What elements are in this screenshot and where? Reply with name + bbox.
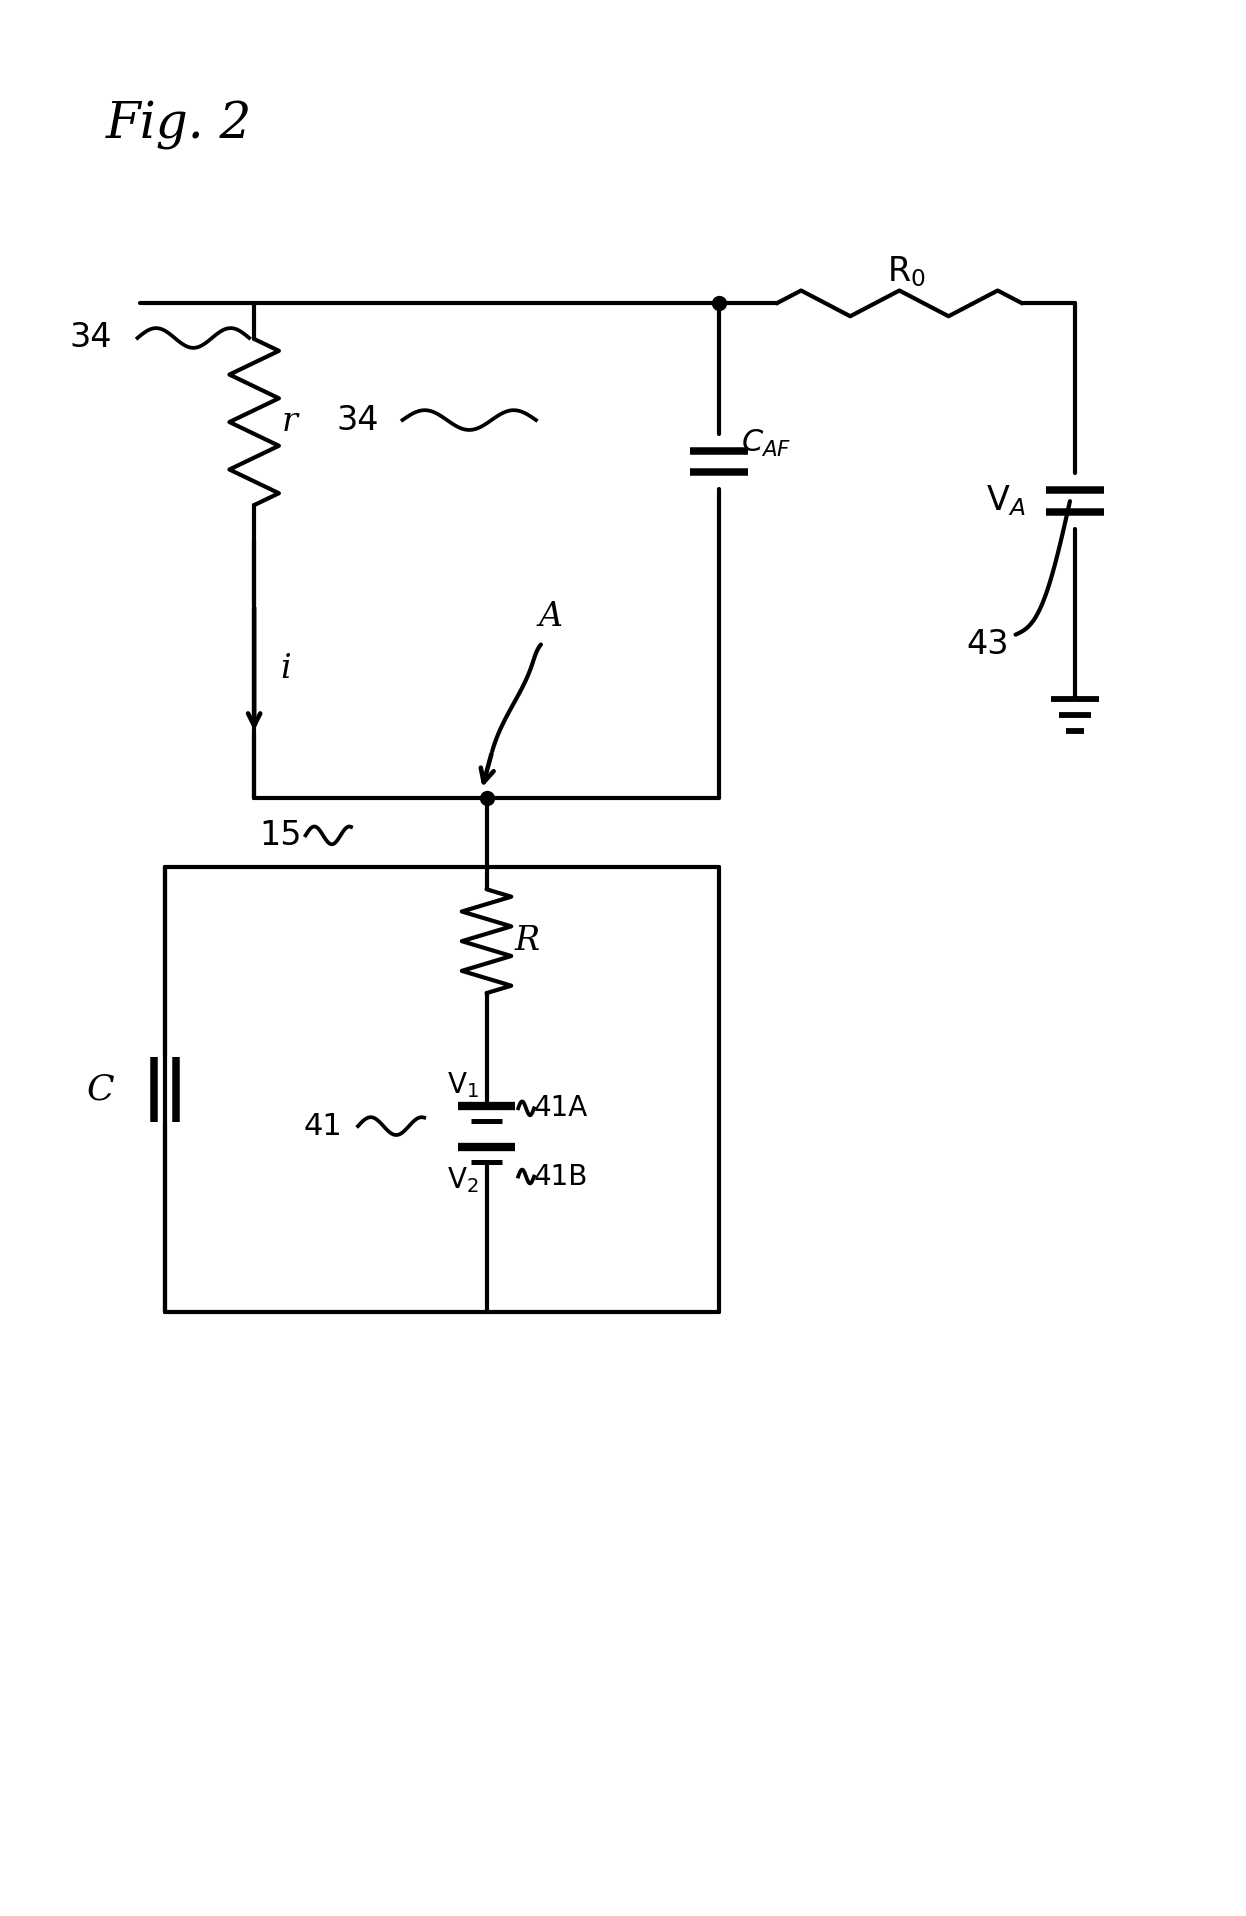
Text: 41A: 41A xyxy=(535,1094,588,1123)
Text: V$_A$: V$_A$ xyxy=(986,485,1025,519)
Text: R$_0$: R$_0$ xyxy=(887,255,926,289)
Text: r: r xyxy=(282,406,298,439)
Text: 43: 43 xyxy=(967,628,1009,661)
Text: R: R xyxy=(515,925,540,958)
Text: i: i xyxy=(280,653,290,686)
Text: 34: 34 xyxy=(70,322,112,354)
Text: V$_2$: V$_2$ xyxy=(447,1165,478,1196)
Text: A: A xyxy=(538,602,563,632)
Text: V$_1$: V$_1$ xyxy=(447,1071,478,1100)
Text: C: C xyxy=(87,1073,115,1107)
Text: $C_{AF}$: $C_{AF}$ xyxy=(740,429,791,460)
Text: 15: 15 xyxy=(259,818,302,853)
Text: 41: 41 xyxy=(304,1111,343,1140)
Text: 41B: 41B xyxy=(535,1163,588,1190)
Text: 34: 34 xyxy=(336,404,379,437)
Text: Fig. 2: Fig. 2 xyxy=(106,102,252,149)
